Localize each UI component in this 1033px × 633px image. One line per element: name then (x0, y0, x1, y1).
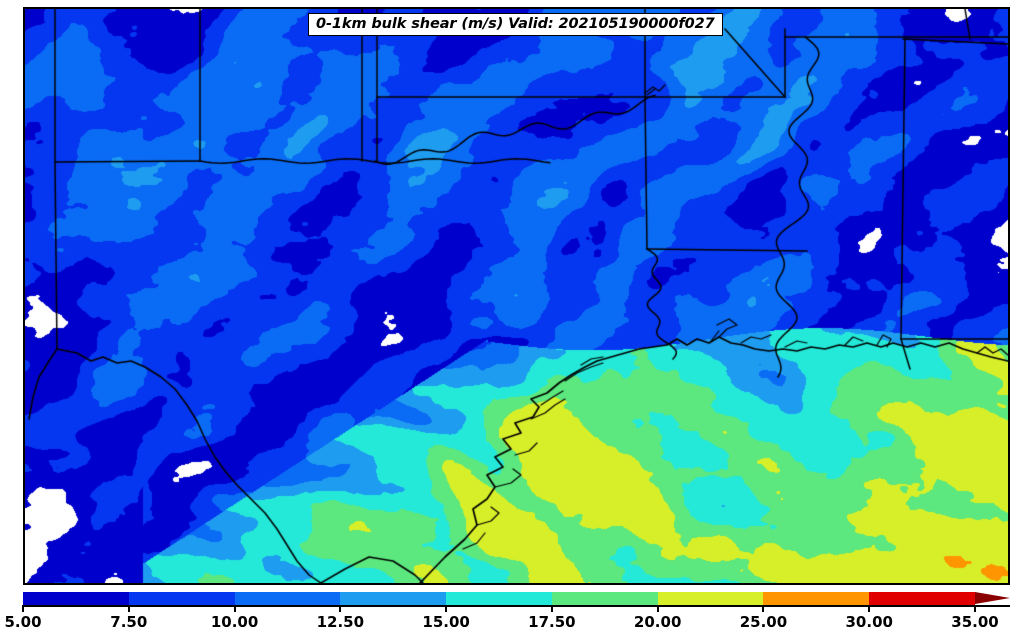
colorbar-band (23, 592, 129, 605)
colorbar-tick (127, 605, 130, 612)
colorbar-tick-label: 30.00 (845, 613, 893, 631)
colorbar-band (340, 592, 447, 605)
colorbar-band (551, 592, 658, 605)
colorbar-tick-label: 7.50 (110, 613, 148, 631)
colorbar-tick (339, 605, 342, 612)
colorbar-over-arrow (975, 592, 1010, 604)
map-title: 0-1km bulk shear (m/s) Valid: 2021051900… (308, 13, 723, 36)
colorbar-band (128, 592, 235, 605)
map-plot-area (23, 7, 1010, 585)
colorbar-tick (445, 605, 448, 612)
colorbar-tick (656, 605, 659, 612)
colorbar-axis-line (23, 605, 1010, 607)
colorbar-band (657, 592, 764, 605)
colorbar-tick-label: 5.00 (4, 613, 42, 631)
colorbar-tick (868, 605, 871, 612)
colorbar-tick (550, 605, 553, 612)
colorbar-tick-label: 17.50 (528, 613, 576, 631)
colorbar-tick-label: 15.00 (422, 613, 470, 631)
colorbar-tick (233, 605, 236, 612)
colorbar-tick (762, 605, 765, 612)
colorbar-tick-label: 10.00 (210, 613, 259, 631)
colorbar-tick-label: 25.00 (739, 613, 788, 631)
colorbar-bands (23, 592, 975, 605)
colorbar: 5.00 7.50 10.00 12.50 15.00 17.50 20.00 25.00 30… (0, 588, 1033, 633)
colorbar-tick-label: 20.00 (633, 613, 682, 631)
colorbar-tick (22, 605, 24, 612)
colorbar-band (869, 592, 975, 605)
colorbar-band (234, 592, 341, 605)
colorbar-band (446, 592, 552, 605)
colorbar-band (763, 592, 870, 605)
shear-contour-field (25, 9, 1008, 583)
colorbar-tick (974, 605, 976, 612)
colorbar-tick-label: 12.50 (316, 613, 365, 631)
colorbar-tick-label: 35.00 (951, 613, 999, 631)
